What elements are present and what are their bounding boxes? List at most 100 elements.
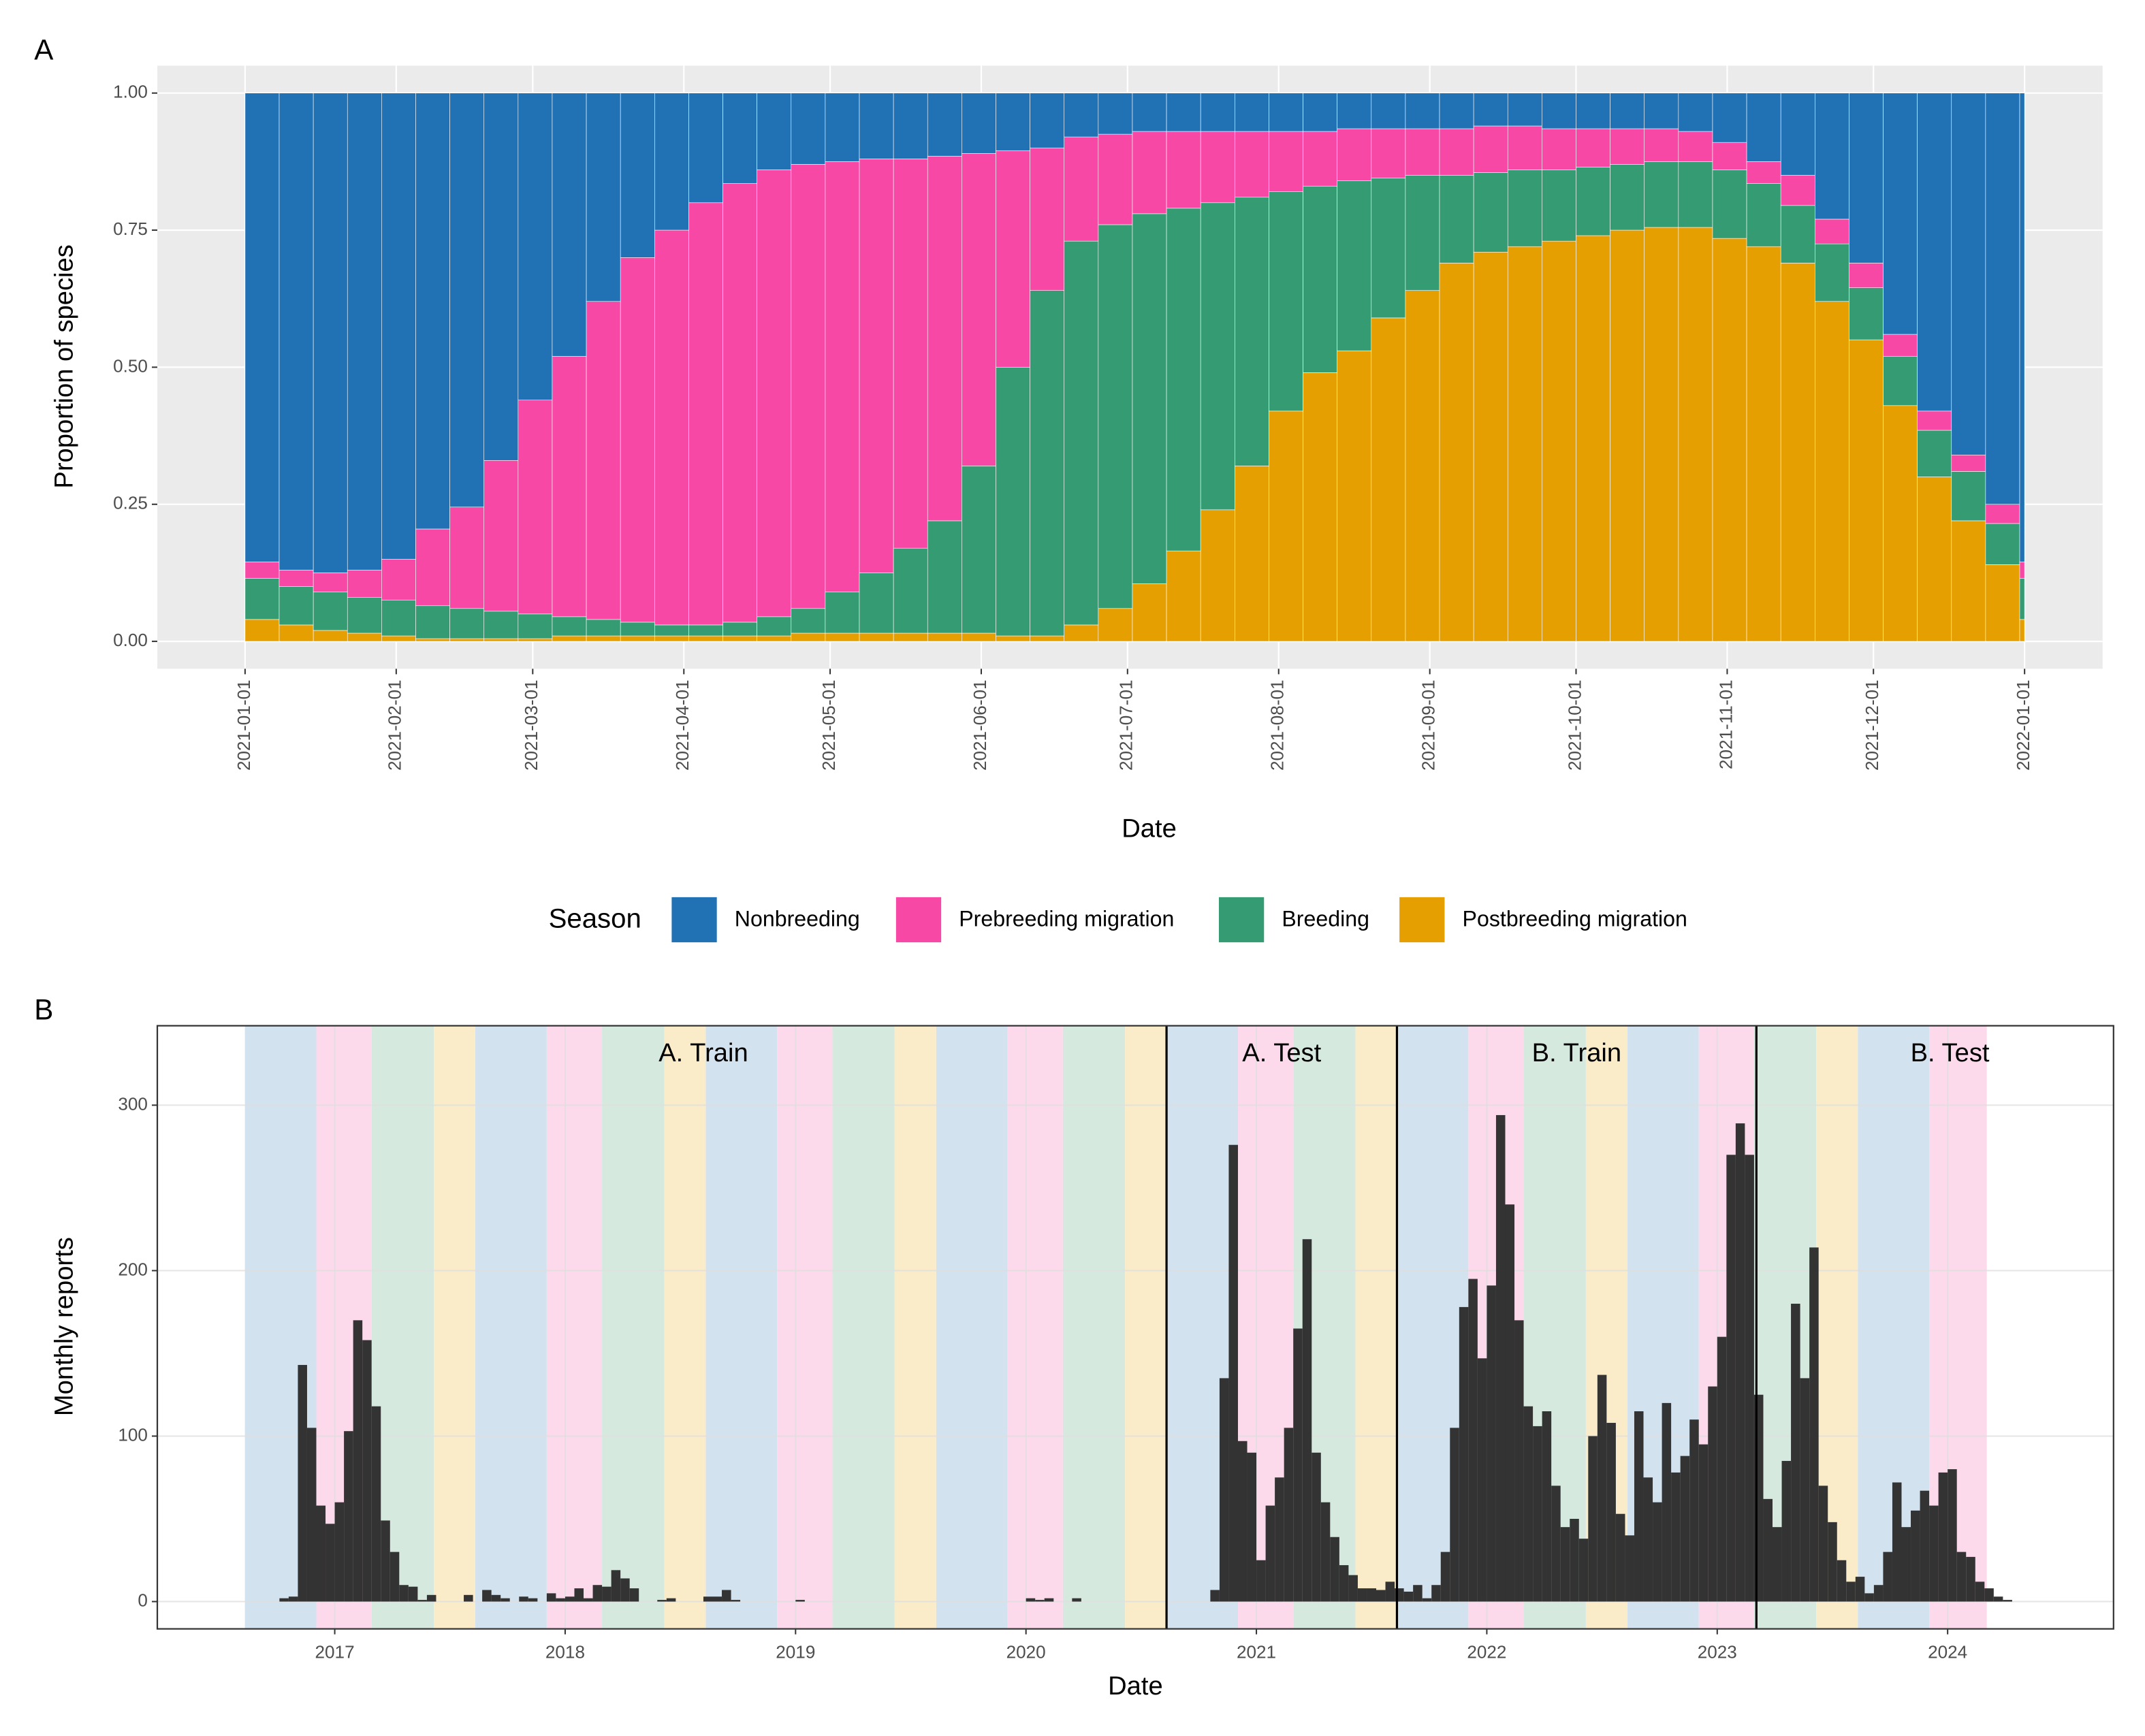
legend-key xyxy=(1399,897,1445,943)
bar-segment xyxy=(1166,131,1201,209)
histogram-bar xyxy=(279,1598,289,1602)
histogram-bar xyxy=(1210,1590,1220,1602)
bar-segment xyxy=(552,93,587,357)
bar-segment xyxy=(996,367,1030,637)
bar-segment xyxy=(1439,93,1474,129)
bar-segment xyxy=(859,93,894,159)
bar-segment xyxy=(1064,136,1099,242)
y-tick-label: 1.00 xyxy=(113,82,148,102)
histogram-bar xyxy=(703,1596,713,1602)
x-tick-label: 2022-01-01 xyxy=(2013,679,2033,771)
bar-segment xyxy=(688,202,723,626)
histogram-bar xyxy=(1671,1472,1681,1602)
bar-segment xyxy=(1337,350,1372,642)
histogram-bar xyxy=(1689,1419,1699,1602)
bar-segment xyxy=(1405,93,1440,129)
histogram-bar xyxy=(1403,1591,1414,1602)
bar-segment xyxy=(654,635,689,642)
bar-segment xyxy=(1576,167,1610,236)
bar-segment xyxy=(586,93,621,302)
histogram-bar xyxy=(1312,1452,1321,1602)
x-axis-title: Date xyxy=(1108,1671,1163,1701)
bar-segment xyxy=(620,257,655,623)
histogram-bar xyxy=(1597,1375,1607,1602)
bar-segment xyxy=(1030,635,1065,642)
bar-segment xyxy=(1917,477,1952,642)
bar-segment xyxy=(1542,240,1576,642)
bar-segment xyxy=(1883,405,1918,642)
bar-segment xyxy=(279,586,314,626)
bar-segment xyxy=(654,229,689,626)
bar-segment xyxy=(1542,128,1576,170)
x-tick-label: 2021 xyxy=(1237,1642,1276,1662)
x-tick-label: 2021-09-01 xyxy=(1418,679,1439,771)
bar-segment xyxy=(962,152,996,466)
histogram-bar xyxy=(1523,1406,1534,1602)
histogram-bar xyxy=(1818,1485,1828,1602)
x-tick-label: 2017 xyxy=(315,1642,355,1662)
histogram-bar xyxy=(1653,1502,1662,1602)
x-tick-label: 2023 xyxy=(1698,1642,1737,1662)
bar-segment xyxy=(1200,93,1235,132)
histogram-bar xyxy=(491,1594,501,1602)
histogram-bar xyxy=(519,1596,528,1602)
y-tick-label: 0 xyxy=(138,1590,148,1610)
bar-segment xyxy=(688,635,723,642)
bar-segment xyxy=(381,600,416,637)
histogram-bar xyxy=(602,1586,611,1602)
bar-segment xyxy=(1473,93,1508,127)
histogram-bar xyxy=(1542,1411,1552,1602)
bar-segment xyxy=(1746,161,1781,184)
bar-segment xyxy=(483,93,519,461)
histogram-bar xyxy=(1348,1575,1358,1602)
bar-segment xyxy=(791,164,826,609)
bar-segment xyxy=(1985,523,2020,565)
bar-segment xyxy=(1473,251,1508,642)
bar-segment xyxy=(1337,128,1372,181)
bar-segment xyxy=(1576,235,1610,642)
histogram-bar xyxy=(731,1600,741,1602)
bar-segment xyxy=(1166,208,1201,551)
bar-segment xyxy=(893,632,928,642)
bar-segment xyxy=(1712,142,1747,170)
histogram-bar xyxy=(722,1590,731,1602)
histogram-bar xyxy=(1339,1565,1349,1602)
legend-label: Prebreeding migration xyxy=(959,906,1174,931)
histogram-bar xyxy=(1265,1505,1275,1602)
y-tick-label: 300 xyxy=(118,1093,148,1114)
season-band xyxy=(1355,1025,1397,1629)
histogram-bar xyxy=(1662,1402,1672,1602)
histogram-bar xyxy=(1477,1358,1487,1602)
bar-segment xyxy=(1405,290,1440,642)
histogram-bar xyxy=(1726,1155,1736,1602)
histogram-bar xyxy=(1320,1502,1331,1602)
bar-segment xyxy=(1371,93,1406,129)
bar-segment xyxy=(1780,93,1815,176)
y-tick-label: 0.75 xyxy=(113,219,148,239)
x-tick-label: 2021-04-01 xyxy=(672,679,693,771)
bar-segment xyxy=(415,638,450,642)
bar-segment xyxy=(1235,131,1269,198)
bar-segment xyxy=(1132,131,1167,214)
bar-segment xyxy=(1098,224,1133,609)
bar-segment xyxy=(415,528,450,607)
bar-segment xyxy=(1849,287,1884,340)
histogram-bar xyxy=(1284,1428,1294,1602)
bar-segment xyxy=(825,161,860,592)
bar-segment xyxy=(1849,339,1884,642)
bar-segment xyxy=(1269,191,1303,412)
bar-segment xyxy=(1269,411,1303,642)
bar-segment xyxy=(1200,202,1235,511)
bar-segment xyxy=(962,632,996,642)
histogram-bar xyxy=(1413,1585,1423,1602)
histogram-bar xyxy=(1984,1588,1994,1602)
bar-segment xyxy=(859,573,894,634)
bar-segment xyxy=(449,608,485,639)
bar-segment xyxy=(244,562,280,579)
y-axis-title: Monthly reports xyxy=(50,1237,79,1416)
bar-segment xyxy=(313,93,348,573)
bar-segment xyxy=(688,93,723,204)
bar-segment xyxy=(1610,229,1645,642)
bar-segment xyxy=(347,93,382,570)
bar-segment xyxy=(415,93,450,530)
